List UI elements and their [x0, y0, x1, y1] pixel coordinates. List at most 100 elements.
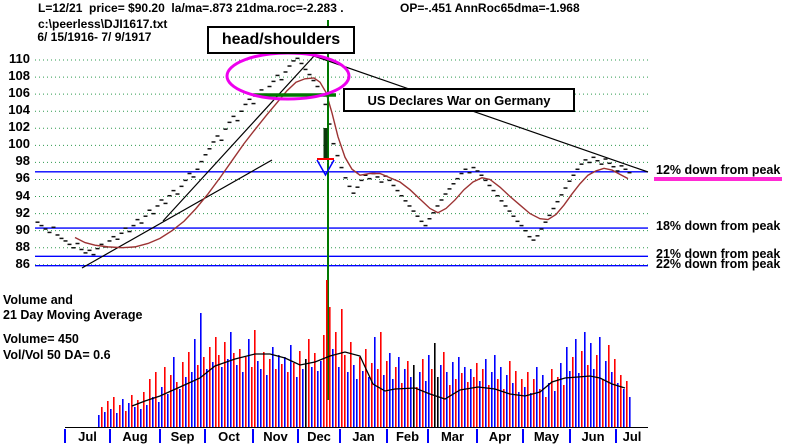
volume-bar	[557, 377, 559, 427]
volume-bar	[164, 367, 166, 427]
volume-bar	[455, 379, 457, 427]
volume-bar	[584, 332, 586, 427]
daily-price-dash	[527, 235, 532, 238]
volume-bar	[617, 383, 619, 427]
daily-price-dash	[475, 170, 480, 172]
volume-bar	[464, 367, 466, 427]
volume-bar	[476, 363, 478, 427]
volume-bar	[281, 364, 283, 427]
threshold-label: 18% down from peak	[656, 219, 781, 234]
threshold-label: 21% down from peak	[656, 247, 781, 262]
month-label: Feb	[395, 429, 420, 444]
volume-bar	[383, 375, 385, 427]
daily-price-dash	[583, 159, 588, 161]
daily-price-dash	[291, 60, 296, 62]
daily-price-dash	[463, 168, 468, 171]
month-separator	[569, 429, 571, 443]
month-separator	[615, 429, 617, 443]
daily-price-dash	[63, 240, 68, 242]
date-range: 6/ 15/1916- 7/ 9/1917	[34, 30, 152, 44]
daily-price-dash	[47, 231, 52, 234]
volume-bar	[428, 355, 430, 427]
month-label: Mar	[440, 429, 465, 444]
volume-bar	[317, 371, 319, 427]
daily-price-dash	[259, 89, 264, 91]
daily-price-dash	[507, 210, 512, 212]
volume-bar	[614, 359, 616, 427]
volume-bar	[347, 372, 349, 427]
volume-bar	[218, 355, 220, 427]
month-label: May	[533, 429, 560, 444]
daily-price-dash	[75, 242, 80, 245]
volume-bar	[629, 397, 631, 427]
volume-bar	[611, 372, 613, 427]
volume-bar	[491, 372, 493, 427]
volume-bar	[551, 369, 553, 427]
daily-price-dash	[483, 179, 488, 182]
daily-price-dash	[91, 253, 96, 256]
volume-bar	[122, 399, 124, 427]
daily-price-dash	[107, 240, 112, 242]
month-separator	[64, 429, 66, 443]
volume-bar	[536, 367, 538, 427]
daily-price-dash	[311, 79, 316, 82]
daily-price-dash	[595, 159, 600, 162]
daily-price-dash	[159, 199, 164, 201]
down-arrow-head	[316, 159, 335, 177]
daily-price-dash	[219, 139, 224, 142]
daily-price-dash	[555, 200, 560, 203]
volume-bar	[467, 382, 469, 427]
daily-price-dash	[51, 226, 56, 229]
daily-price-dash	[563, 187, 568, 189]
daily-price-dash	[275, 74, 280, 77]
volume-bar	[515, 371, 517, 427]
month-label: Aug	[122, 429, 148, 444]
volume-bar	[284, 357, 286, 427]
file-path: c:\peerless\DJI1617.txt	[38, 17, 168, 31]
volume-bar	[254, 330, 256, 427]
volume-bar	[350, 342, 352, 427]
volume-bar	[521, 379, 523, 427]
volume-bar	[524, 387, 526, 427]
volume-bar	[278, 355, 280, 427]
volume-bar	[299, 351, 301, 427]
head-shoulders-annotation-box: head/shoulders	[207, 26, 355, 54]
month-label: Oct	[218, 429, 240, 444]
down-arrow-shaft	[323, 128, 328, 158]
daily-price-dash	[355, 186, 360, 188]
volume-bar	[608, 345, 610, 427]
month-separator	[476, 429, 478, 443]
y-axis-label: 94	[15, 187, 30, 203]
daily-price-dash	[123, 227, 128, 229]
daily-price-dash	[83, 252, 88, 254]
daily-price-dash	[495, 194, 500, 197]
daily-price-dash	[155, 205, 160, 207]
daily-price-dash	[67, 243, 72, 246]
daily-price-dash	[459, 172, 464, 175]
daily-price-dash	[315, 85, 320, 88]
volume-bar	[587, 365, 589, 427]
daily-price-dash	[131, 224, 136, 227]
daily-price-dash	[535, 235, 540, 237]
daily-price-dash	[503, 205, 508, 207]
daily-price-dash	[543, 221, 548, 223]
volume-bar	[104, 412, 106, 427]
volume-bar	[575, 339, 577, 427]
threshold-label: 12% down from peak	[656, 162, 781, 177]
volume-bar	[530, 393, 532, 427]
volume-bar	[512, 383, 514, 427]
daily-price-dash	[175, 193, 180, 195]
volume-bar	[323, 335, 325, 427]
volume-bar	[431, 369, 433, 427]
daily-price-dash	[627, 171, 632, 174]
month-separator	[339, 429, 341, 443]
volume-bar	[149, 379, 151, 427]
volume-bar	[368, 377, 370, 427]
volume-bar	[374, 337, 376, 427]
daily-price-dash	[283, 71, 288, 73]
volume-bar	[332, 349, 334, 427]
month-separator	[204, 429, 206, 443]
month-separator	[522, 429, 524, 443]
